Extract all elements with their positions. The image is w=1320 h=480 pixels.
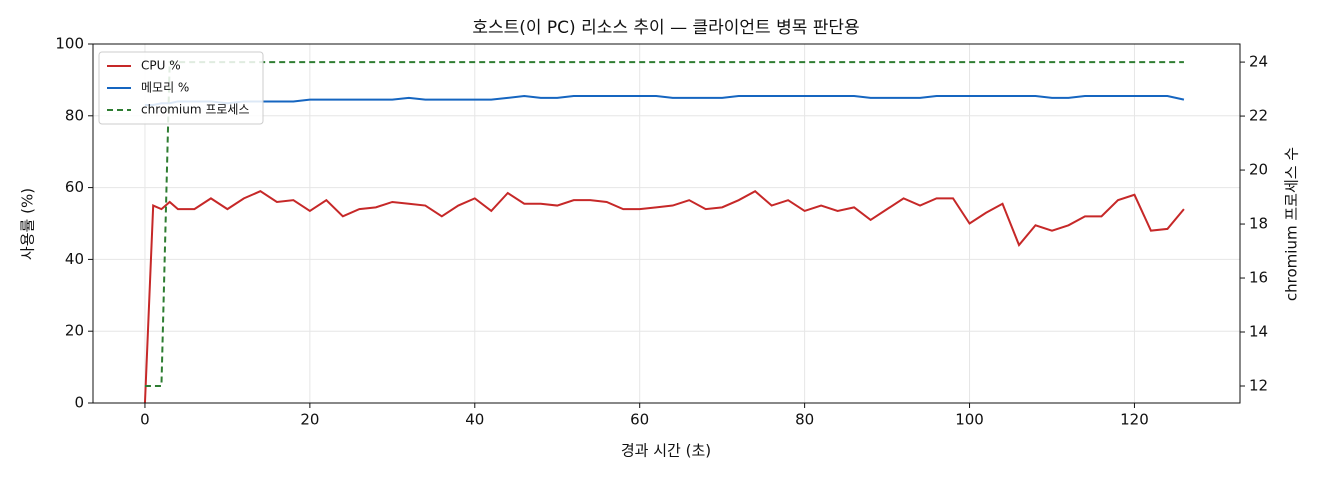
- legend-label: 메모리 %: [141, 81, 189, 95]
- x-tick-label: 0: [140, 411, 150, 429]
- x-axis-label: 경과 시간 (초): [621, 442, 711, 460]
- legend-label: chromium 프로세스: [141, 103, 250, 117]
- y-tick-label: 0: [74, 394, 84, 412]
- y2-tick-label: 22: [1249, 107, 1268, 125]
- y-tick-label: 80: [65, 106, 84, 124]
- x-tick-label: 100: [955, 411, 984, 429]
- y2-tick-label: 16: [1249, 269, 1268, 287]
- x-tick-label: 60: [630, 411, 649, 429]
- series-line: [144, 61, 1184, 387]
- legend-box: [98, 51, 264, 125]
- y2-axis-label: chromium 프로세스 수: [1283, 147, 1301, 301]
- x-tick-label: 40: [465, 411, 484, 429]
- y2-tick-label: 14: [1249, 323, 1268, 341]
- y2-tick-label: 18: [1249, 215, 1268, 233]
- x-tick-label: 20: [300, 411, 319, 429]
- y2-tick-label: 20: [1249, 161, 1268, 179]
- legend-label: CPU %: [141, 59, 181, 73]
- y2-tick-label: 12: [1249, 376, 1268, 394]
- x-tick-label: 80: [795, 411, 814, 429]
- y-tick-label: 40: [65, 250, 84, 268]
- y-tick-label: 20: [65, 322, 84, 340]
- series-line: [143, 189, 1185, 404]
- plot-frame: [92, 43, 1241, 404]
- series-line: [144, 95, 1185, 107]
- y-tick-label: 100: [55, 35, 84, 53]
- y-tick-label: 60: [65, 178, 84, 196]
- x-tick-label: 120: [1120, 411, 1149, 429]
- chart-title: 호스트(이 PC) 리소스 추이 — 클라이언트 병목 판단용: [472, 18, 859, 38]
- y-axis-label: 사용률 (%): [19, 188, 37, 260]
- y2-tick-label: 24: [1249, 53, 1268, 71]
